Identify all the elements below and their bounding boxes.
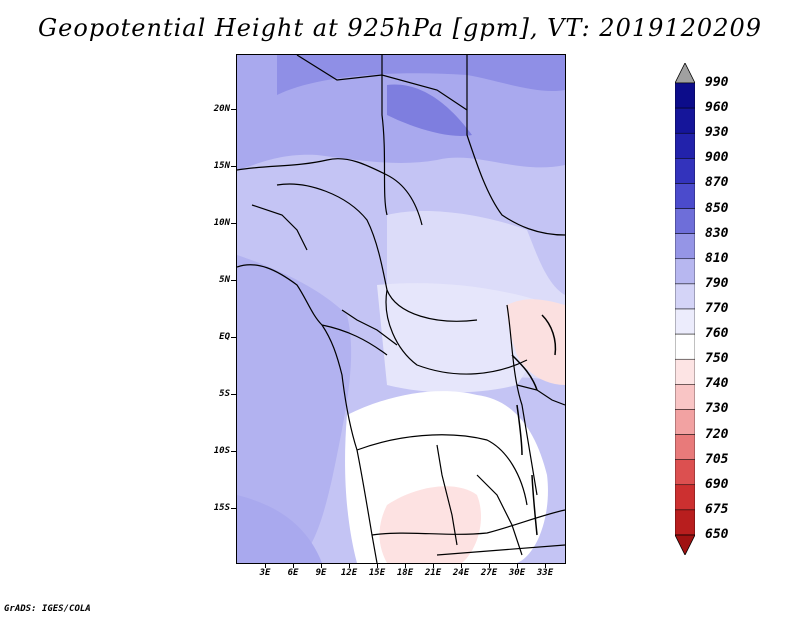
lakes	[511, 314, 557, 536]
lon-label-33e: 33E	[536, 568, 554, 578]
lon-label-24e: 24E	[452, 568, 470, 578]
colorbar-segment	[675, 183, 695, 209]
colorbar-label: 960	[705, 100, 729, 116]
lat-label-10n: 10N	[213, 218, 230, 228]
lon-label-9e: 9E	[315, 568, 327, 578]
lat-label-5n: 5N	[219, 275, 230, 285]
colorbar-label: 790	[705, 275, 729, 291]
colorbar-label: 830	[705, 225, 729, 241]
chart-title: Geopotential Height at 925hPa [gpm], VT:…	[38, 14, 762, 42]
lat-tick	[231, 109, 236, 110]
lat-label-15n: 15N	[213, 161, 230, 171]
lat-tick	[231, 394, 236, 395]
lon-tick	[517, 563, 518, 568]
colorbar-label: 690	[705, 476, 729, 492]
lat-tick	[231, 451, 236, 452]
colorbar-label: 810	[705, 250, 729, 266]
lat-label-eq: EQ	[219, 332, 230, 342]
lon-tick	[461, 563, 462, 568]
colorbar-label: 720	[705, 426, 729, 442]
colorbar-segment	[675, 358, 695, 385]
colorbar-segment	[675, 434, 695, 460]
lat-tick	[231, 166, 236, 167]
colorbar-segment	[675, 409, 695, 435]
colorbar-segment	[675, 258, 695, 285]
lat-label-5s: 5S	[219, 389, 230, 399]
colorbar-segment	[675, 158, 695, 184]
colorbar-label: 770	[705, 301, 729, 316]
colorbar-segment	[675, 459, 695, 486]
map-panel	[236, 54, 566, 564]
lat-tick	[231, 508, 236, 509]
colorbar-segment	[675, 308, 695, 335]
colorbar-label: 750	[705, 351, 729, 367]
lon-label-15e: 15E	[368, 568, 386, 578]
colorbar-segment	[675, 82, 695, 109]
lon-tick	[433, 563, 434, 568]
colorbar-label: 930	[705, 125, 729, 141]
footer-credit: GrADS: IGES/COLA	[4, 604, 91, 614]
lon-tick	[377, 563, 378, 568]
colorbar-segment	[675, 509, 695, 536]
colorbar-label: 990	[705, 75, 729, 90]
lon-label-12e: 12E	[340, 568, 358, 578]
field-north-darkest	[387, 84, 472, 136]
lat-tick	[231, 223, 236, 224]
field-west	[237, 255, 352, 563]
lon-label-21e: 21E	[424, 568, 442, 578]
colorbar	[675, 63, 695, 555]
colorbar-segments	[675, 63, 695, 555]
field-south-pink	[379, 486, 482, 563]
field-southwest	[237, 495, 322, 563]
lon-tick	[545, 563, 546, 568]
lon-tick	[349, 563, 350, 568]
colorbar-label: 650	[705, 527, 729, 542]
lon-tick	[321, 563, 322, 568]
lon-label-18e: 18E	[396, 568, 414, 578]
lat-tick	[231, 337, 236, 338]
colorbar-segment	[675, 333, 695, 360]
colorbar-label: 870	[705, 175, 729, 191]
lat-tick	[231, 280, 236, 281]
lat-label-15s: 15S	[213, 503, 230, 513]
lat-label-20n: 20N	[213, 104, 230, 114]
lon-label-27e: 27E	[480, 568, 498, 578]
colorbar-segment	[675, 484, 695, 511]
geopotential-field	[237, 55, 565, 563]
colorbar-segment	[675, 384, 695, 410]
colorbar-segment	[675, 283, 695, 310]
colorbar-label: 900	[705, 150, 729, 166]
colorbar-label: 760	[705, 326, 729, 342]
lon-label-6e: 6E	[287, 568, 299, 578]
lon-tick	[265, 563, 266, 568]
colorbar-label: 850	[705, 200, 729, 216]
field-east-pink	[507, 299, 565, 385]
colorbar-label: 730	[705, 401, 729, 417]
colorbar-segment	[675, 208, 695, 234]
colorbar-label: 705	[705, 451, 729, 467]
borders	[237, 55, 565, 563]
colorbar-top-arrow	[675, 63, 695, 84]
colorbar-bottom-arrow	[675, 534, 695, 555]
lon-tick	[489, 563, 490, 568]
colorbar-label: 675	[705, 501, 729, 517]
lat-label-10s: 10S	[213, 446, 230, 456]
colorbar-segment	[675, 132, 695, 159]
lon-label-30e: 30E	[508, 568, 526, 578]
lon-tick	[293, 563, 294, 568]
colorbar-segment	[675, 233, 695, 260]
colorbar-label: 740	[705, 376, 729, 392]
lon-label-3e: 3E	[259, 568, 271, 578]
colorbar-segment	[675, 107, 695, 134]
field-north-dark	[277, 55, 565, 95]
lon-tick	[405, 563, 406, 568]
